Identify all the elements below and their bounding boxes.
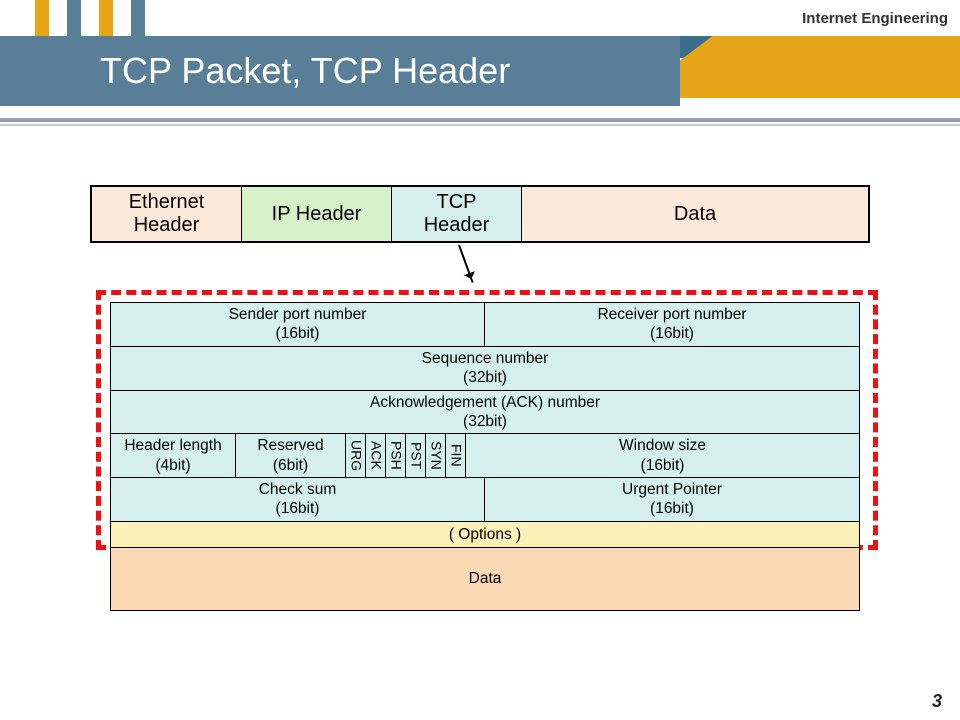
- field-label: ( Options ): [449, 525, 521, 544]
- field-label: Check sum: [259, 480, 337, 499]
- field-bits: (32bit): [463, 412, 507, 431]
- seg-ip: IP Header: [242, 187, 392, 241]
- seg-label: Data: [674, 203, 716, 226]
- row-ack: Acknowledgement (ACK) number (32bit): [111, 390, 859, 434]
- seg-ethernet: Ethernet Header: [92, 187, 242, 241]
- seg-label: Ethernet: [129, 191, 205, 214]
- flag-ack: ACK: [366, 434, 386, 477]
- row-checksum: Check sum (16bit) Urgent Pointer (16bit): [111, 477, 859, 521]
- field-label: Data: [469, 569, 502, 588]
- page-title: TCP Packet, TCP Header: [100, 50, 510, 92]
- slide: Internet Engineering TCP Packet, TCP Hea…: [0, 0, 960, 720]
- arrow-icon: [458, 245, 474, 283]
- field-bits: (16bit): [276, 324, 320, 343]
- seg-label: IP Header: [272, 203, 362, 226]
- tcp-header-table: Sender port number (16bit) Receiver port…: [110, 302, 860, 611]
- row-ports: Sender port number (16bit) Receiver port…: [111, 303, 859, 346]
- flag-pst: PST: [406, 434, 426, 477]
- field-bits: (16bit): [650, 324, 694, 343]
- field-label: Receiver port number: [597, 305, 746, 324]
- flag-psh: PSH: [386, 434, 406, 477]
- bar-1: [35, 0, 49, 36]
- field-label: Acknowledgement (ACK) number: [370, 393, 600, 412]
- row-options: ( Options ): [111, 521, 859, 547]
- page-number: 3: [932, 691, 942, 712]
- bar-3: [99, 0, 113, 36]
- seg-data: Data: [522, 187, 868, 241]
- field-bits: (32bit): [463, 368, 507, 387]
- field-label: Window size: [619, 436, 706, 455]
- field-bits: (16bit): [650, 499, 694, 518]
- field-bits: (6bit): [273, 456, 308, 475]
- rule-thick: [0, 118, 960, 122]
- field-bits: (4bit): [155, 456, 190, 475]
- course-label: Internet Engineering: [802, 10, 948, 27]
- seg-tcp: TCP Header: [392, 187, 522, 241]
- row-control: Header length (4bit) Reserved (6bit) URG…: [111, 433, 859, 477]
- bar-2: [67, 0, 81, 36]
- field-label: Urgent Pointer: [622, 480, 722, 499]
- seg-label: TCP: [437, 191, 477, 214]
- flag-syn: SYN: [426, 434, 446, 477]
- accent-bars: [35, 0, 145, 36]
- row-data: Data: [111, 547, 859, 610]
- rule-thin: [0, 124, 960, 126]
- title-banner: TCP Packet, TCP Header: [0, 36, 960, 116]
- row-seq: Sequence number (32bit): [111, 346, 859, 390]
- flag-urg: URG: [346, 434, 366, 477]
- banner-main: TCP Packet, TCP Header: [0, 36, 680, 106]
- field-label: Header length: [124, 436, 221, 455]
- field-label: Sequence number: [422, 349, 549, 368]
- encapsulation-diagram: Ethernet Header IP Header TCP Header Dat…: [90, 185, 870, 243]
- flag-fin: FIN: [446, 434, 466, 477]
- seg-label: Header: [134, 214, 200, 237]
- bar-4: [131, 0, 145, 36]
- field-bits: (16bit): [641, 456, 685, 475]
- field-bits: (16bit): [276, 499, 320, 518]
- field-label: Reserved: [257, 436, 323, 455]
- field-label: Sender port number: [229, 305, 367, 324]
- seg-label: Header: [424, 214, 490, 237]
